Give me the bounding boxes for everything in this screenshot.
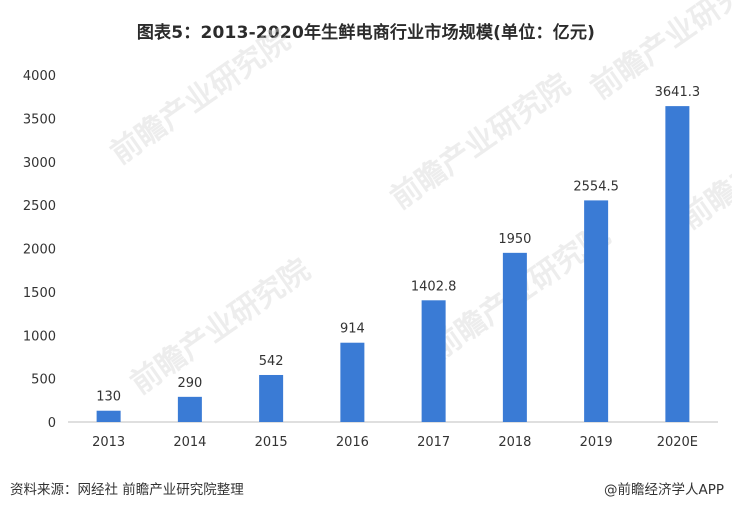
y-tick-label: 0 (48, 416, 56, 431)
bar (665, 106, 690, 423)
chart-title: 图表5：2013-2020年生鲜电商行业市场规模(单位：亿元) (136, 23, 596, 43)
bar (421, 300, 446, 422)
x-tick-label: 2016 (336, 435, 369, 450)
y-tick-label: 2000 (23, 243, 56, 258)
x-tick-label: 2015 (255, 435, 288, 450)
data-label: 542 (259, 354, 284, 369)
chart-bars (96, 106, 690, 423)
data-label: 914 (340, 322, 365, 337)
data-label: 3641.3 (655, 85, 701, 100)
x-tick-label: 2020E (657, 435, 698, 450)
bar (502, 252, 527, 422)
bar (584, 200, 609, 422)
x-tick-label: 2013 (92, 435, 125, 450)
data-label: 1402.8 (411, 279, 457, 294)
x-tick-label: 2018 (498, 435, 531, 450)
bar (259, 374, 284, 422)
y-tick-label: 4000 (23, 69, 56, 84)
y-tick-label: 3500 (23, 112, 56, 127)
y-tick-label: 2500 (23, 199, 56, 214)
bar (96, 410, 121, 422)
chart-labels: 130 2013 290 2014 542 2015 914 2016 1402.8 2017 19… (92, 85, 700, 450)
data-label: 1950 (498, 232, 531, 247)
x-tick-label: 2014 (173, 435, 206, 450)
credit-note: @前瞻经济学人APP (603, 482, 724, 498)
watermark-text: 前瞻产业研究院 (385, 67, 577, 216)
bar (340, 342, 365, 422)
x-tick-label: 2019 (580, 435, 613, 450)
watermark-text: 前瞻产业研究院 (105, 22, 297, 171)
data-label: 2554.5 (573, 179, 619, 194)
y-tick-label: 1500 (23, 286, 56, 301)
chart-axes: 0 500 1000 1500 2000 2500 3000 3500 4000 (23, 69, 718, 431)
watermark-text: 前瞻产业研究院 (125, 252, 317, 401)
watermark-layer: 前瞻产业研究院前瞻产业研究院前瞻产业研究院前瞻产业研究院前瞻产业研究院前瞻产业研… (105, 0, 732, 402)
bar (177, 396, 202, 422)
y-tick-label: 500 (31, 373, 56, 388)
data-label: 290 (177, 376, 202, 391)
source-note: 资料来源：网经社 前瞻产业研究院整理 (10, 482, 244, 498)
data-label: 130 (96, 390, 121, 405)
x-tick-label: 2017 (417, 435, 450, 450)
y-tick-label: 3000 (23, 156, 56, 171)
y-tick-label: 1000 (23, 329, 56, 344)
